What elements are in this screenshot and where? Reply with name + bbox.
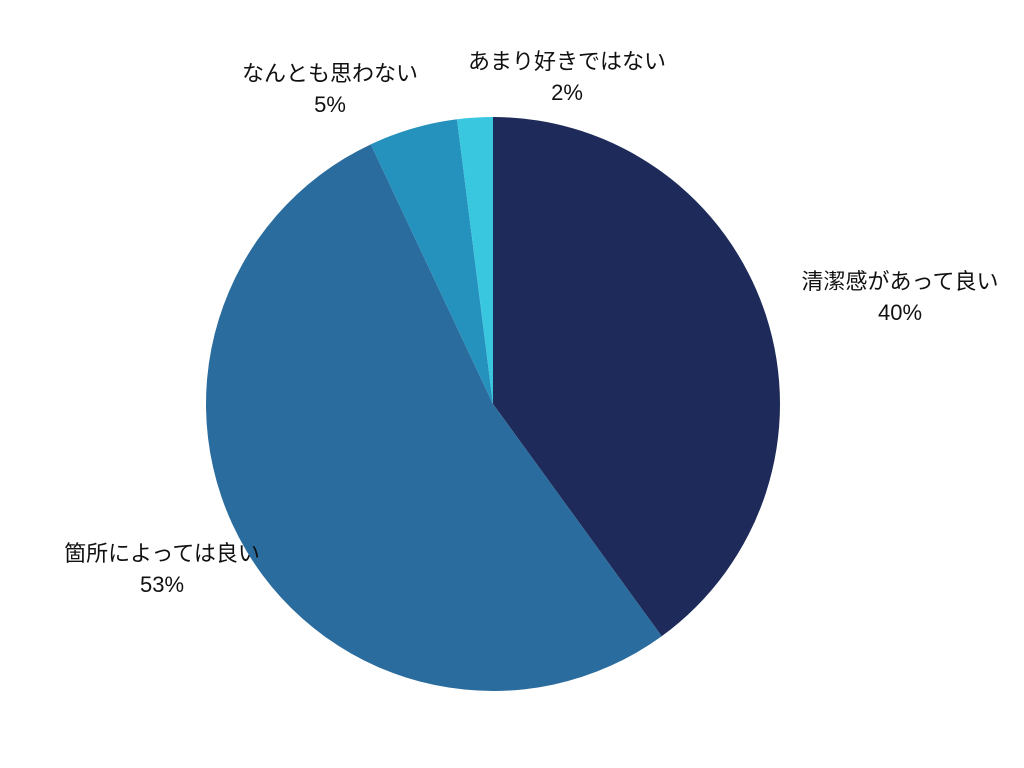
pie-svg: [0, 0, 1024, 768]
pie-slice-label-name: なんとも思わない: [242, 59, 418, 90]
pie-slice-label: 箇所によっては良い53%: [64, 539, 260, 601]
pie-chart: 清潔感があって良い40% 箇所によっては良い53% なんとも思わない5% あまり好きで…: [0, 0, 1024, 768]
pie-slice-label-name: あまり好きではない: [468, 47, 666, 78]
pie-slice-label-percent: 2%: [468, 78, 666, 109]
pie-slice-label-percent: 40%: [802, 298, 999, 329]
pie-slice-label-percent: 5%: [242, 90, 418, 121]
pie-slice-label: あまり好きではない2%: [468, 47, 666, 109]
pie-slice-label: 清潔感があって良い40%: [802, 267, 999, 329]
pie-slice-label: なんとも思わない5%: [242, 59, 418, 121]
pie-slice-label-name: 清潔感があって良い: [802, 267, 999, 298]
pie-slice-label-percent: 53%: [64, 570, 260, 601]
pie-slice-label-name: 箇所によっては良い: [64, 539, 260, 570]
